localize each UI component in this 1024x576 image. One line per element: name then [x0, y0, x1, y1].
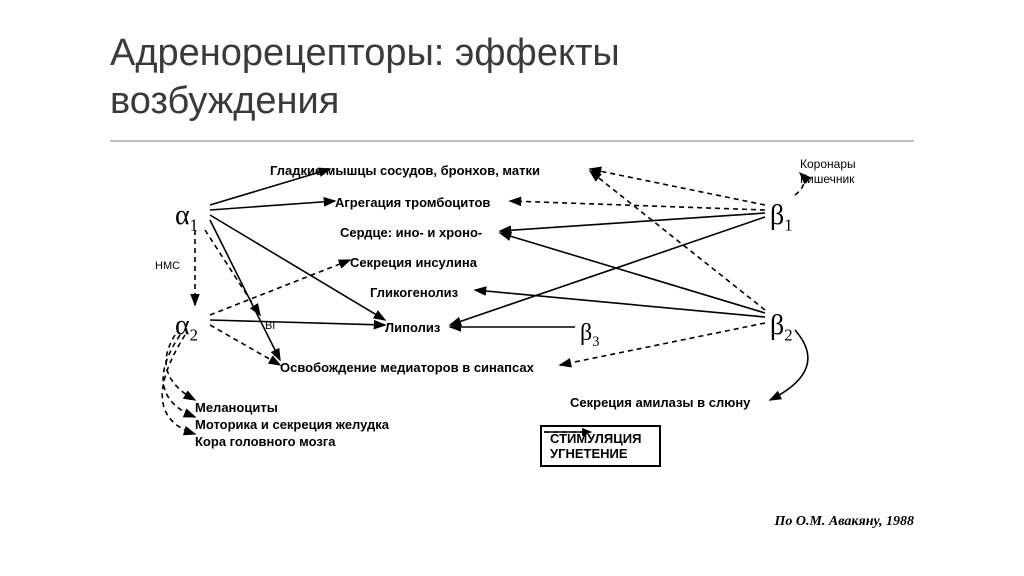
edge-12	[590, 169, 765, 205]
edge-17	[590, 171, 765, 310]
title-line-1: Адренорецепторы: эффекты	[110, 32, 620, 74]
label-melano: Меланоциты	[195, 400, 278, 415]
arrow-dashed-icon	[542, 427, 592, 437]
diagram-area: α1 α2 β1 β2 β3 Гладкие мышцы сосудов, бронхо…	[0, 155, 1024, 535]
effect-6: Освобождение медиаторов в синапсах	[280, 360, 534, 375]
legend-inhib-label: УГНЕТЕНИЕ	[550, 446, 628, 461]
receptor-a1: α1	[175, 200, 198, 236]
label-nmc: НМС	[155, 260, 180, 272]
edge-7	[210, 320, 385, 325]
edge-18	[500, 233, 765, 313]
slide: { "title_line1": "Адренорецепторы: эффек…	[0, 0, 1024, 576]
label-amylase: Секреция амилазы в слюну	[570, 395, 750, 410]
attribution: По О.М. Авакяну, 1988	[774, 514, 914, 530]
label-intestine: Кишечник	[800, 172, 854, 186]
slide-title: Адренорецепторы: эффекты возбуждения	[110, 30, 620, 125]
receptor-b3: β3	[580, 320, 599, 351]
edge-15	[450, 217, 765, 325]
effect-3: Секреция инсулина	[350, 255, 477, 270]
edge-11	[162, 335, 195, 434]
label-cortex: Кора головного мозга	[195, 434, 335, 449]
edge-14	[500, 213, 765, 231]
effect-4: Гликогенолиз	[370, 285, 458, 300]
effect-0: Гладкие мышцы сосудов, бронхов, матки	[270, 163, 540, 178]
receptor-b1: β1	[770, 200, 793, 236]
title-line-2: возбуждения	[110, 78, 620, 126]
edge-10	[163, 335, 195, 417]
effect-5: Липолиз	[385, 320, 440, 335]
label-coronary: Коронары	[800, 157, 856, 171]
title-divider	[110, 140, 914, 142]
edge-3	[210, 220, 280, 360]
receptor-b2: β2	[770, 310, 793, 346]
legend-inhibition: УГНЕТЕНИЕ	[550, 446, 641, 461]
receptor-a2: α2	[175, 310, 198, 346]
effect-2: Сердце: ино- и хроно-	[340, 225, 482, 240]
legend-box: СТИМУЛЯЦИЯ УГНЕТЕНИЕ	[540, 425, 661, 467]
edge-19	[475, 290, 765, 317]
label-motor: Моторика и секреция желудка	[195, 417, 389, 432]
label-vg: ВГ	[265, 320, 278, 332]
edge-6	[210, 260, 350, 315]
edges-layer	[0, 155, 1024, 535]
edge-1	[210, 201, 335, 210]
effect-1: Агрегация тромбоцитов	[335, 195, 490, 210]
